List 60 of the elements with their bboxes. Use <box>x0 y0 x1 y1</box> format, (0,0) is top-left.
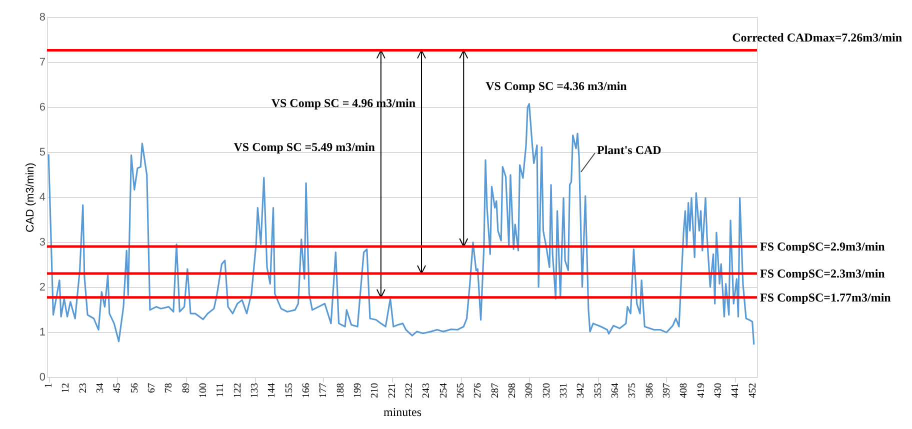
x-tick-label: 210 <box>370 383 381 398</box>
x-tick-label: 254 <box>438 383 450 398</box>
x-tick-label: 353 <box>592 383 604 398</box>
x-tick-label: 122 <box>232 383 244 398</box>
x-tick-label: 309 <box>524 383 536 398</box>
x-tick-label: 397 <box>661 383 672 398</box>
x-axis-title: minutes <box>384 405 422 419</box>
ref-line-label: FS CompSC=1.77m3/min <box>760 290 892 304</box>
x-tick-label: 320 <box>541 383 552 398</box>
x-tick-label: 375 <box>627 383 638 398</box>
annotation: VS Comp SC =4.36 m3/min <box>486 79 628 93</box>
x-tick-label: 287 <box>490 383 501 398</box>
ref-line-label: Corrected CADmax=7.26m3/min <box>732 30 902 44</box>
y-tick-label: 1 <box>39 326 46 338</box>
y-tick-label: 4 <box>39 192 46 204</box>
x-tick-label: 12 <box>60 383 72 393</box>
x-tick-label: 78 <box>164 383 175 393</box>
x-tick-label: 23 <box>78 383 89 393</box>
series-label: Plant's CAD <box>597 143 662 157</box>
x-tick-label: 89 <box>180 383 192 393</box>
x-tick-label: 386 <box>644 383 656 398</box>
x-tick-label: 1 <box>44 383 55 388</box>
x-tick-label: 221 <box>386 383 398 398</box>
y-tick-label: 2 <box>39 282 46 294</box>
x-tick-label: 166 <box>301 383 312 398</box>
x-tick-label: 177 <box>318 383 330 398</box>
x-tick-label: 265 <box>456 383 467 398</box>
x-tick-label: 34 <box>95 383 106 393</box>
x-tick-label: 298 <box>507 383 518 398</box>
x-tick-label: 199 <box>352 383 364 398</box>
annotation: VS Comp SC =5.49 m3/min <box>234 140 376 154</box>
x-tick-label: 243 <box>421 383 432 398</box>
x-tick-label: 45 <box>112 383 124 393</box>
y-axis-title: CAD (m3/min) <box>24 162 36 232</box>
x-tick-label: 56 <box>129 383 140 393</box>
x-tick-label: 232 <box>404 383 416 398</box>
x-tick-label: 155 <box>284 383 295 398</box>
x-tick-label: 364 <box>610 383 621 398</box>
y-tick-label: 5 <box>39 146 46 158</box>
x-tick-label: 408 <box>678 383 690 398</box>
x-tick-label: 100 <box>198 383 210 398</box>
y-tick-label: 6 <box>39 102 46 114</box>
x-tick-label: 111 <box>215 383 226 398</box>
x-tick-label: 67 <box>146 383 158 393</box>
x-tick-label: 419 <box>696 383 707 398</box>
x-tick-label: 144 <box>266 383 278 398</box>
y-tick-label: 8 <box>39 12 46 24</box>
ref-line-label: FS CompSC=2.9m3/min <box>760 240 886 254</box>
x-tick-label: 452 <box>747 383 758 398</box>
x-tick-label: 331 <box>558 383 570 398</box>
x-tick-label: 188 <box>335 383 346 398</box>
x-tick-label: 133 <box>250 383 261 398</box>
ref-line-label: FS CompSC=2.3m3/min <box>760 266 886 280</box>
x-tick-label: 430 <box>712 383 724 398</box>
x-tick-label: 276 <box>472 383 484 398</box>
x-tick-label: 441 <box>730 383 742 398</box>
y-tick-label: 7 <box>39 56 46 68</box>
x-tick-label: 342 <box>576 383 587 398</box>
y-tick-label: 0 <box>39 372 46 384</box>
y-tick-label: 3 <box>39 236 46 248</box>
